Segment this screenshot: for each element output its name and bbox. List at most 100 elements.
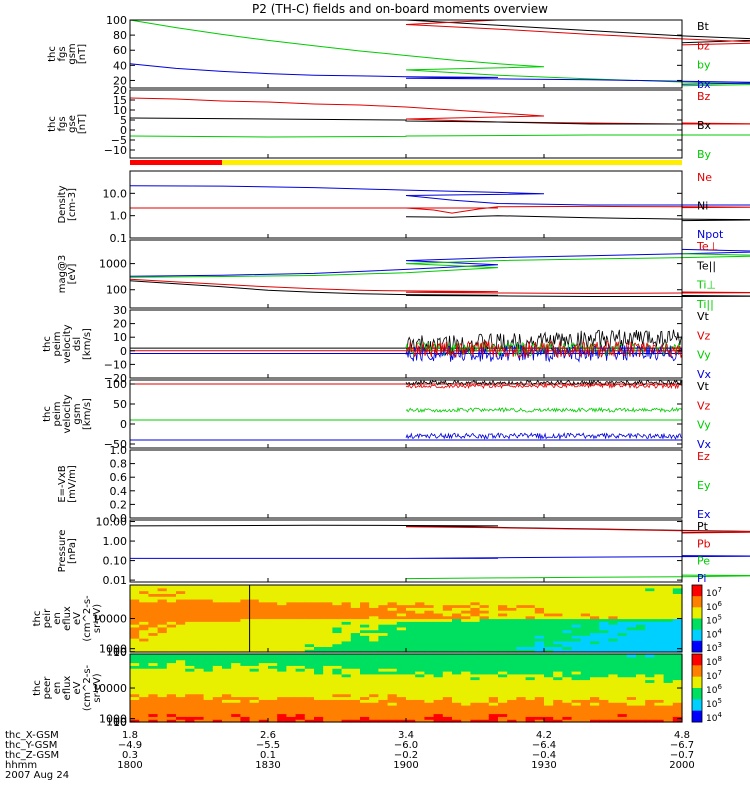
x-axis-row-label: thc_X-GSM bbox=[5, 730, 59, 741]
spectrogram-cell bbox=[387, 656, 398, 661]
spectrogram-cell bbox=[424, 710, 435, 715]
spectrogram-cell bbox=[617, 632, 628, 636]
spectrogram-cell bbox=[148, 607, 159, 611]
spectrogram-cell bbox=[139, 618, 149, 622]
spectrogram-cell bbox=[452, 707, 462, 712]
spectrogram-cell bbox=[369, 671, 379, 675]
spectrogram-cell bbox=[415, 604, 425, 608]
spectrogram-cell bbox=[277, 702, 287, 706]
spectrogram-cell bbox=[396, 679, 407, 683]
spectrogram-cell bbox=[654, 690, 665, 695]
spectrogram-cell bbox=[332, 665, 343, 669]
spectrogram-cell bbox=[544, 632, 554, 636]
spectrogram-cell bbox=[286, 654, 297, 658]
spectrogram-cell bbox=[295, 638, 306, 642]
spectrogram-cell bbox=[314, 618, 324, 622]
spectrogram-cell bbox=[507, 690, 517, 695]
spectrogram-cell bbox=[626, 607, 637, 611]
spectrogram-cell bbox=[360, 673, 370, 678]
spectrogram-cell bbox=[139, 702, 149, 706]
spectrogram-cell bbox=[424, 702, 435, 706]
spectrogram-cell bbox=[590, 618, 600, 622]
y-tick-label: 0.1 bbox=[110, 232, 128, 245]
spectrogram-cell bbox=[166, 629, 177, 634]
spectrogram-cell bbox=[286, 598, 297, 603]
spectrogram-cell bbox=[590, 690, 600, 695]
spectrogram-cell bbox=[470, 624, 481, 628]
spectrogram-cell bbox=[553, 626, 563, 631]
spectrogram-cell bbox=[571, 665, 582, 669]
spectrogram-cell bbox=[185, 688, 195, 692]
spectrogram-cell bbox=[323, 607, 333, 611]
spectrogram-cell bbox=[415, 596, 425, 600]
spectrogram-cell bbox=[304, 673, 315, 678]
spectrogram-cell bbox=[341, 607, 352, 611]
spectrogram-cell bbox=[470, 596, 481, 600]
spectrogram-cell bbox=[488, 593, 499, 597]
spectrogram-cell bbox=[442, 646, 453, 650]
spectrogram-cell bbox=[406, 646, 416, 650]
spectrogram-cell bbox=[553, 699, 563, 703]
colorbar-tick-label: 105 bbox=[706, 697, 722, 710]
spectrogram-cell bbox=[608, 668, 619, 672]
spectrogram-cell bbox=[424, 682, 435, 686]
x-axis-row-value: 2000 bbox=[669, 760, 694, 771]
spectrogram-cell bbox=[295, 596, 306, 600]
spectrogram-cell bbox=[203, 679, 214, 683]
spectrogram-cell bbox=[194, 716, 205, 720]
spectrogram-cell bbox=[295, 624, 306, 628]
spectrogram-cell bbox=[645, 699, 655, 703]
spectrogram-cell bbox=[534, 713, 545, 717]
spectrogram-cell bbox=[139, 585, 149, 589]
spectrogram-cell bbox=[452, 626, 462, 631]
spectrogram-cell bbox=[277, 638, 287, 642]
colorbar-segment bbox=[692, 638, 702, 642]
spectrogram-cell bbox=[231, 593, 241, 597]
x-axis-row-value: −5.5 bbox=[256, 740, 280, 751]
spectrogram-cell bbox=[194, 593, 205, 597]
spectrogram-cell bbox=[360, 662, 370, 666]
spectrogram-cell bbox=[672, 662, 683, 666]
spectrogram-cell bbox=[231, 598, 241, 603]
y-tick-label: 20 bbox=[113, 318, 127, 331]
spectrogram-cell bbox=[148, 679, 159, 683]
spectrogram-cell bbox=[341, 587, 352, 592]
spectrogram-cell bbox=[626, 713, 637, 717]
colorbar-segment bbox=[692, 629, 702, 633]
spectrogram-cell bbox=[470, 610, 481, 614]
spectrogram-cell bbox=[580, 610, 591, 614]
spectrogram-cell bbox=[617, 719, 628, 723]
spectrogram-cell bbox=[479, 659, 490, 664]
series-noise-blue bbox=[405, 344, 683, 363]
spectrogram-cell bbox=[645, 668, 655, 672]
spectrogram-cell bbox=[580, 671, 591, 675]
spectrogram-cell bbox=[277, 656, 287, 661]
spectrogram-cell bbox=[148, 707, 159, 712]
spectrogram-cell bbox=[231, 596, 241, 600]
spectrogram-cell bbox=[461, 626, 471, 631]
spectrogram-cell bbox=[645, 632, 655, 636]
spectrogram-cell bbox=[470, 699, 481, 703]
spectrogram-cell bbox=[185, 665, 195, 669]
spectrogram-cell bbox=[442, 612, 453, 617]
spectrogram-cell bbox=[176, 676, 186, 681]
spectrogram-cell bbox=[636, 587, 646, 592]
spectrogram-cell bbox=[295, 598, 306, 603]
spectrogram-cell bbox=[534, 682, 545, 686]
spectrogram-cell bbox=[599, 710, 609, 715]
spectrogram-cell bbox=[580, 604, 591, 608]
spectrogram-cell bbox=[258, 601, 269, 606]
spectrogram-cell bbox=[304, 638, 315, 642]
spectrogram-cell bbox=[341, 693, 352, 698]
spectrogram-cell bbox=[617, 604, 628, 608]
spectrogram-cell bbox=[258, 635, 269, 639]
spectrogram-cell bbox=[212, 590, 223, 594]
spectrogram-cell bbox=[203, 671, 214, 675]
spectrogram-cell bbox=[148, 719, 159, 723]
spectrogram-cell bbox=[452, 585, 462, 589]
spectrogram-cell bbox=[562, 719, 573, 723]
spectrogram-cell bbox=[645, 696, 655, 700]
plot-date: 2007 Aug 24 bbox=[5, 770, 69, 781]
spectrogram-cell bbox=[479, 690, 490, 695]
spectrogram-cell bbox=[139, 593, 149, 597]
